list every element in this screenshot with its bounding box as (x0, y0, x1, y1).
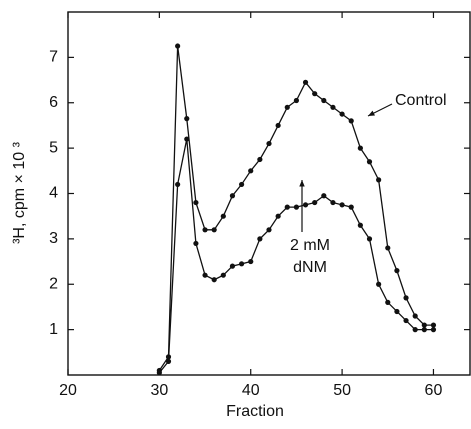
data-point (339, 111, 345, 117)
data-point (238, 261, 245, 267)
data-point (202, 227, 208, 233)
data-point (175, 181, 181, 188)
data-point (211, 227, 217, 233)
data-point (238, 181, 245, 188)
data-point (302, 202, 309, 208)
data-point (385, 299, 391, 305)
annotation: Control (395, 92, 447, 109)
data-point (366, 159, 373, 165)
data-point (394, 308, 400, 315)
data-point (293, 204, 300, 210)
y-tick-label: 6 (49, 94, 58, 111)
data-point (248, 258, 254, 265)
data-point (376, 177, 382, 183)
x-tick-label: 40 (242, 382, 260, 399)
data-point (193, 199, 199, 206)
data-point (220, 272, 226, 278)
arrow-head (299, 180, 305, 187)
data-point (321, 97, 327, 104)
data-point (175, 43, 181, 49)
data-point (266, 140, 272, 147)
data-point (339, 202, 345, 208)
data-point (357, 145, 363, 151)
y-axis-label: ³H, cpm × 10 ³ (11, 141, 28, 243)
arrow-head (368, 110, 375, 116)
data-point (302, 79, 309, 85)
data-point (421, 322, 427, 328)
data-point (284, 104, 290, 110)
data-point (193, 240, 199, 247)
data-point (165, 358, 172, 364)
data-point (394, 268, 400, 274)
data-point (430, 327, 437, 333)
data-point (156, 370, 162, 376)
data-point (184, 116, 190, 122)
y-tick-label: 7 (49, 49, 58, 66)
y-tick-label: 2 (49, 275, 58, 292)
x-tick-label: 60 (425, 382, 443, 399)
data-point (229, 263, 236, 269)
y-tick-label: 1 (49, 321, 58, 338)
data-point (229, 193, 236, 199)
data-point (257, 156, 263, 163)
data-point (366, 236, 373, 242)
data-point (184, 136, 190, 142)
data-point (266, 227, 272, 233)
annotation: 2 mM (290, 237, 330, 254)
x-tick-label: 30 (150, 382, 168, 399)
data-point (275, 213, 281, 219)
x-tick-label: 50 (333, 382, 351, 399)
data-point (403, 317, 409, 324)
data-point (348, 118, 354, 124)
data-point (412, 327, 418, 333)
data-point (284, 204, 290, 210)
data-point (257, 236, 263, 242)
annotation: dNM (293, 259, 327, 276)
data-point (312, 91, 318, 97)
data-point (430, 322, 437, 328)
y-tick-label: 4 (49, 185, 58, 202)
series-line (158, 138, 434, 374)
y-tick-label: 3 (49, 230, 58, 247)
data-point (412, 313, 418, 319)
data-point (202, 272, 208, 278)
data-point (385, 245, 391, 251)
data-point (421, 327, 427, 333)
data-point (330, 104, 336, 110)
data-point (403, 295, 409, 301)
plot-frame (67, 11, 471, 376)
x-tick-label: 20 (59, 382, 77, 399)
data-point (321, 193, 327, 199)
data-point (211, 277, 217, 283)
data-point (248, 168, 254, 174)
data-point (220, 213, 226, 219)
data-point (348, 204, 354, 210)
data-point (376, 281, 382, 287)
data-point (275, 122, 281, 129)
data-point (293, 97, 300, 104)
x-axis-label: Fraction (226, 403, 284, 420)
data-point (312, 199, 318, 206)
y-tick-label: 5 (49, 139, 58, 156)
data-point (357, 222, 363, 228)
data-point (330, 199, 336, 206)
